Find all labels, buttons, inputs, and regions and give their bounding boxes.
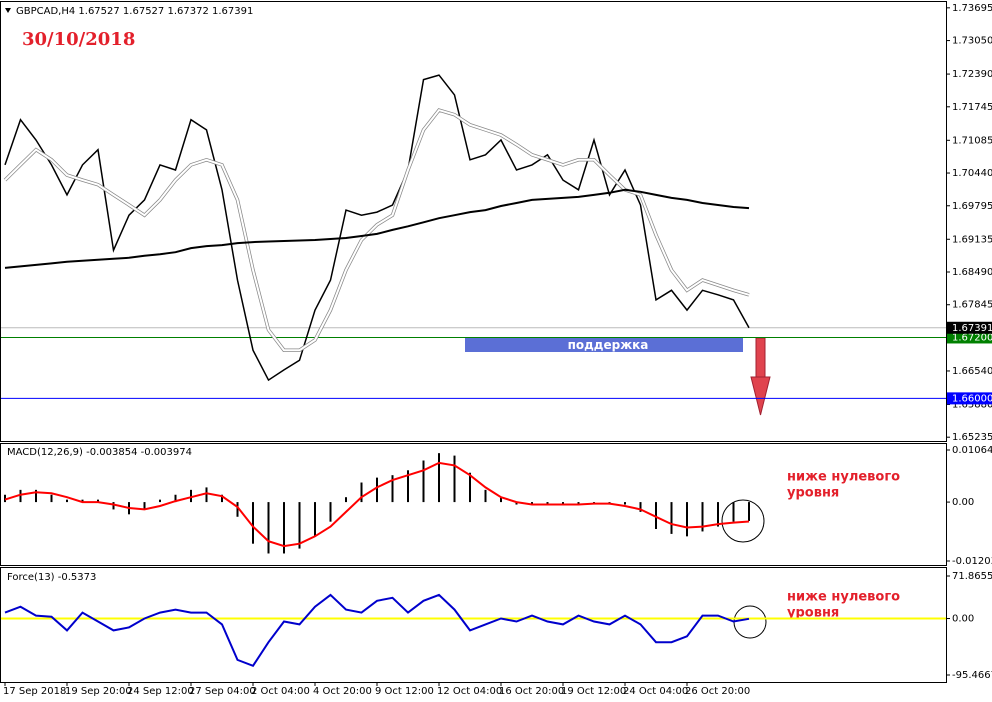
series-line — [4, 593, 750, 668]
macd-annotation: уровня — [787, 486, 839, 501]
macd-annotation: ниже нулевого — [787, 470, 900, 485]
down-arrow — [750, 337, 771, 416]
x-tick-label: 24 Oct 04:00 — [623, 686, 688, 697]
y-tick-label: 1.66540 — [952, 366, 992, 377]
x-tick-label: 19 Oct 12:00 — [561, 686, 626, 697]
x-tick-label: 9 Oct 12:00 — [375, 686, 434, 697]
force-title: Force(13) -0.5373 — [7, 572, 96, 583]
last-price-label: 1.67391 — [952, 323, 992, 334]
y-tick-label: 1.72390 — [952, 69, 992, 80]
support-label: поддержка — [568, 338, 649, 352]
macd-panel — [0, 443, 947, 566]
x-tick-label: 17 Sep 2018 — [3, 686, 66, 697]
y-tick-label: 1.69135 — [952, 234, 992, 245]
y-tick-label: 0.00 — [952, 614, 974, 625]
series-line — [4, 461, 750, 548]
series-line — [4, 74, 750, 382]
y-tick-label: 1.71085 — [952, 135, 992, 146]
force-panel — [0, 567, 947, 683]
x-tick-label: 2 Oct 04:00 — [251, 686, 310, 697]
y-tick-label: 71.8655 — [952, 571, 992, 582]
y-tick-label: -0.012038 — [952, 556, 992, 567]
level-label-box — [947, 331, 992, 344]
y-tick-label: 1.65880 — [952, 399, 992, 410]
level-label: 1.66000 — [952, 393, 992, 404]
y-tick-label: 1.65235 — [952, 432, 992, 443]
x-tick-label: 16 Oct 20:00 — [499, 686, 564, 697]
y-tick-label: 1.69795 — [952, 201, 992, 212]
last-price-box — [947, 321, 992, 334]
y-tick-label: 1.73050 — [952, 36, 992, 47]
x-tick-label: 24 Sep 12:00 — [127, 686, 194, 697]
level-label: 1.67200 — [952, 332, 992, 343]
x-tick-label: 26 Oct 20:00 — [685, 686, 750, 697]
menu-triangle — [5, 8, 11, 13]
y-tick-label: 0.00 — [952, 497, 974, 508]
arrow-shaft — [755, 337, 766, 379]
support-rect — [465, 338, 743, 352]
force-annotation: уровня — [787, 606, 839, 621]
y-tick-label: 1.67845 — [952, 300, 992, 311]
y-tick-label: -95.4667 — [952, 670, 992, 681]
y-tick-label: 1.70440 — [952, 168, 992, 179]
date-label: 30/10/2018 — [22, 29, 135, 50]
macd-circle — [721, 499, 765, 543]
y-tick-label: 0.010644 — [952, 445, 992, 456]
x-tick-label: 27 Sep 04:00 — [189, 686, 256, 697]
macd-title: MACD(12,26,9) -0.003854 -0.003974 — [7, 447, 192, 458]
arrow-head — [750, 376, 771, 416]
force-annotation: ниже нулевого — [787, 590, 900, 605]
series-line — [4, 188, 750, 269]
y-tick-label: 1.71745 — [952, 102, 992, 113]
chart-title: GBPCAD,H4 1.67527 1.67527 1.67372 1.6739… — [16, 6, 253, 17]
x-tick-label: 4 Oct 20:00 — [313, 686, 372, 697]
y-tick-label: 1.68490 — [952, 267, 992, 278]
x-tick-label: 12 Oct 04:00 — [437, 686, 502, 697]
y-tick-label: 1.73695 — [952, 3, 992, 14]
level-label-box — [947, 392, 992, 405]
support-zone: поддержка — [465, 338, 743, 352]
price-panel — [0, 1, 947, 442]
x-tick-label: 19 Sep 20:00 — [65, 686, 132, 697]
